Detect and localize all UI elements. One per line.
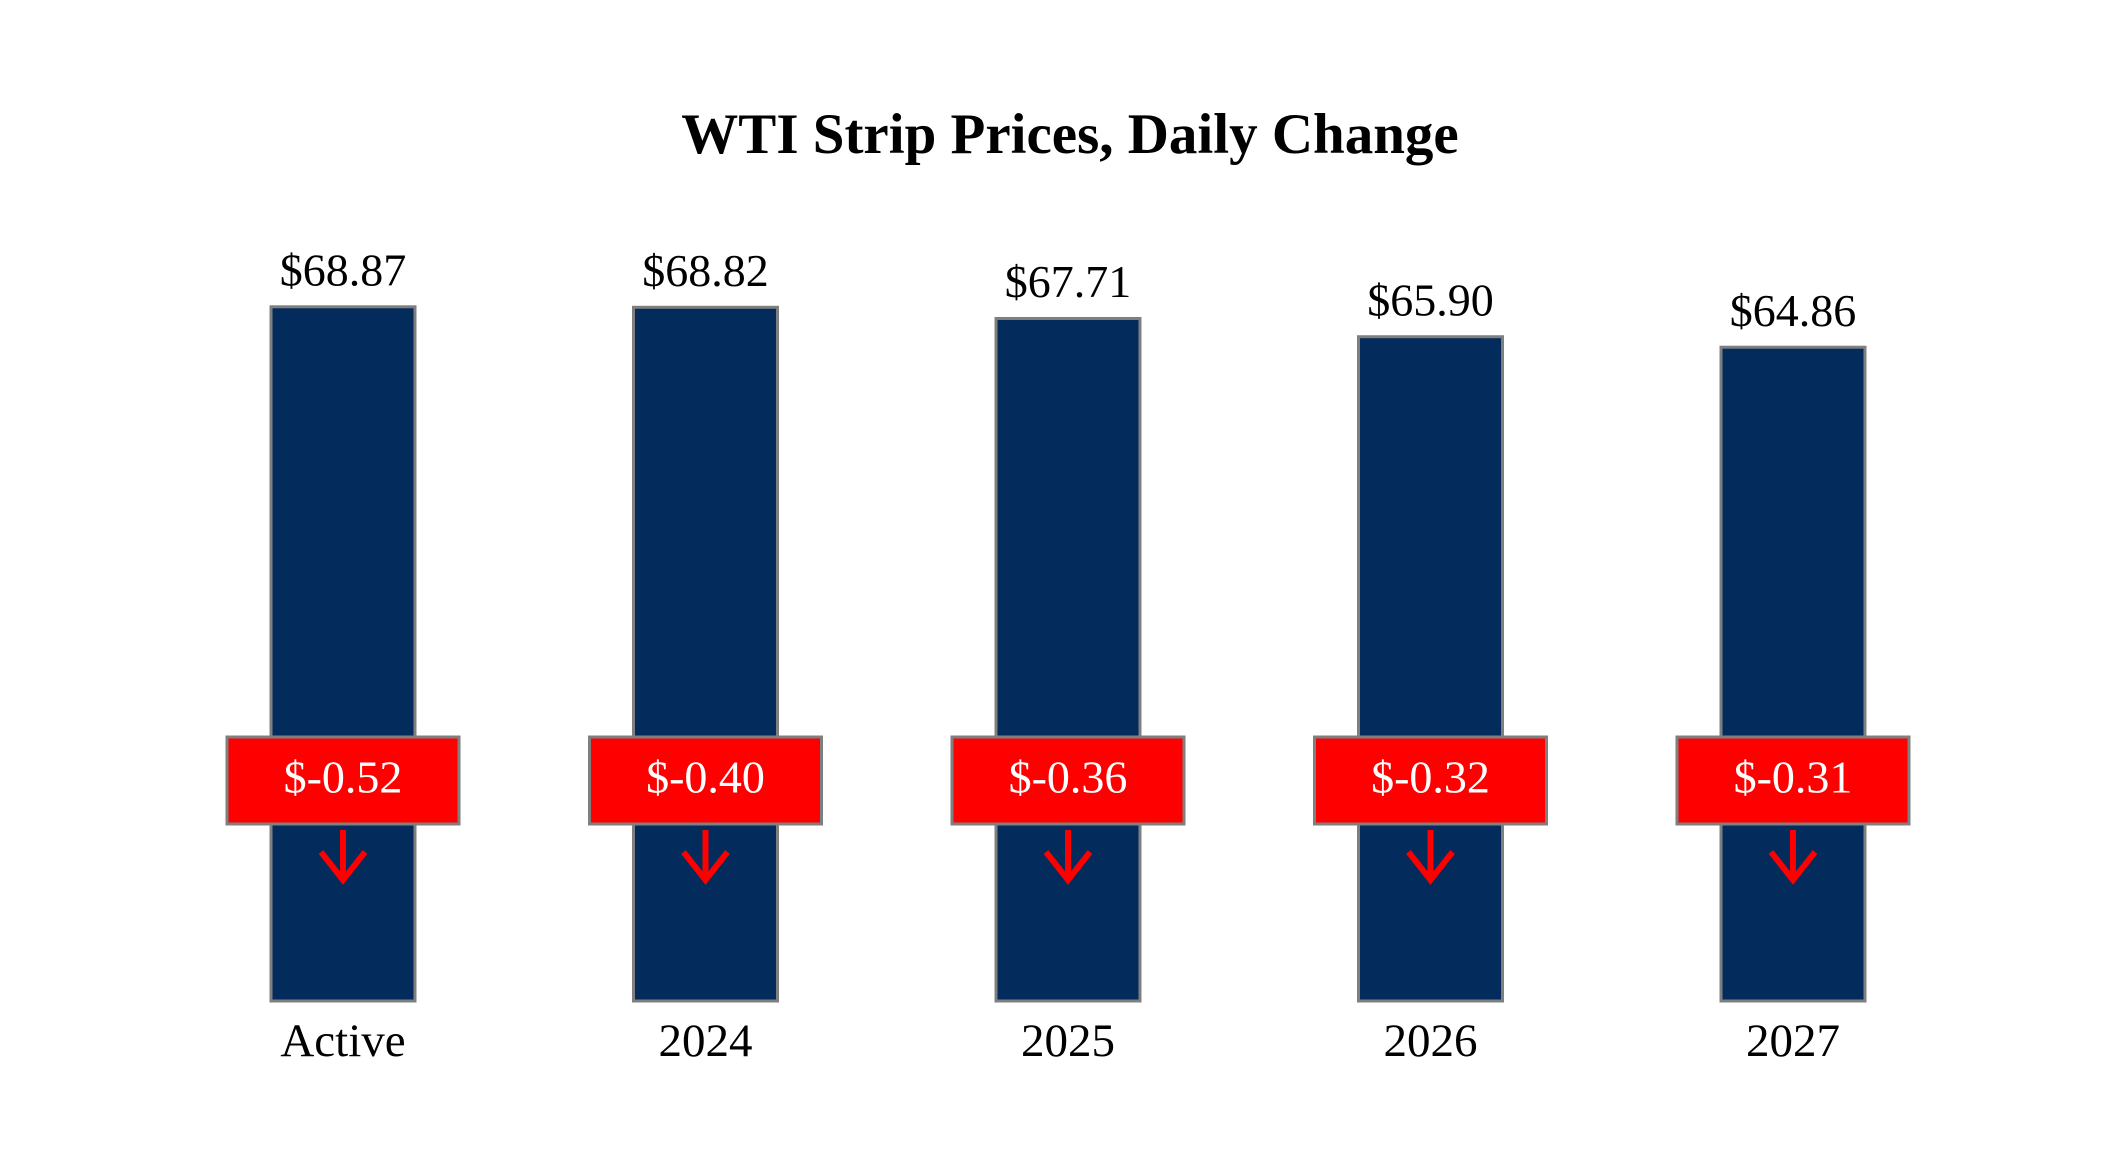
- change-label: $-0.31: [1734, 752, 1853, 803]
- arrow-head: [1406, 850, 1455, 885]
- change-box: [950, 735, 1186, 826]
- x-tick-label: 2024: [659, 1015, 753, 1067]
- arrow-head: [1768, 850, 1818, 885]
- change-label: $-0.32: [1371, 752, 1490, 803]
- bar: [632, 305, 779, 1003]
- x-tick-label: 2026: [1384, 1015, 1478, 1067]
- bar: [269, 305, 417, 1003]
- value-label: $64.86: [1730, 285, 1857, 336]
- x-tick-label: Active: [280, 1015, 405, 1067]
- change-box: [588, 735, 823, 826]
- arrow-head: [681, 850, 730, 885]
- change-label: $-0.36: [1009, 752, 1128, 803]
- change-box: [225, 735, 461, 826]
- bar: [1357, 335, 1504, 1003]
- value-label: $65.90: [1367, 274, 1494, 325]
- bar: [1719, 345, 1867, 1003]
- x-tick-label: 2027: [1746, 1015, 1840, 1067]
- arrow-head: [1043, 850, 1093, 885]
- change-box: [1675, 735, 1911, 826]
- change-label: $-0.52: [284, 752, 403, 803]
- value-label: $68.82: [642, 245, 769, 296]
- change-box: [1313, 735, 1548, 826]
- arrow-head: [318, 850, 368, 885]
- bar: [994, 316, 1142, 1003]
- x-tick-label: 2025: [1021, 1015, 1115, 1067]
- value-label: $68.87: [280, 244, 407, 295]
- change-label: $-0.40: [646, 752, 765, 803]
- value-label: $67.71: [1005, 256, 1132, 307]
- chart-title: WTI Strip Prices, Daily Change: [681, 103, 1458, 166]
